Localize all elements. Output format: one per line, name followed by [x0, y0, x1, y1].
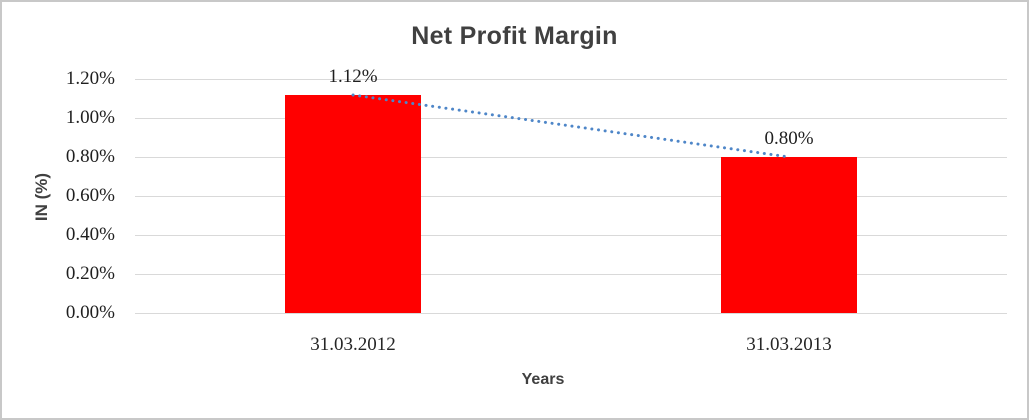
trendline	[351, 93, 791, 159]
plot-area: 1.12% 31.03.2012 0.80% 31.03.2013	[135, 66, 1007, 355]
bar-31.03.2013	[721, 157, 857, 313]
gridline	[135, 196, 1007, 197]
y-axis-tick-label: 1.20%	[65, 68, 115, 89]
y-axis-tick-label: 0.00%	[65, 302, 115, 323]
gridline	[135, 79, 1007, 80]
bar-data-label: 0.80%	[764, 128, 814, 149]
x-axis-category-label: 31.03.2013	[746, 334, 832, 355]
gridline	[135, 235, 1007, 236]
y-axis-tick-label: 0.40%	[65, 224, 115, 245]
bar-31.03.2012	[285, 95, 421, 313]
x-axis-title: Years	[521, 371, 565, 388]
chart-title: Net Profit Margin	[411, 22, 618, 50]
gridline	[135, 118, 1007, 119]
y-axis-tick-label: 0.60%	[65, 185, 115, 206]
y-axis-tick-label: 0.80%	[65, 146, 115, 167]
x-axis-category-label: 31.03.2012	[310, 334, 396, 355]
trendline-dotted-segment	[351, 93, 791, 159]
gridline	[135, 157, 1007, 158]
y-axis-tick-label: 0.20%	[65, 263, 115, 284]
gridline	[135, 274, 1007, 275]
y-axis-tick-label: 1.00%	[65, 107, 115, 128]
bar-data-label: 1.12%	[328, 66, 378, 87]
gridline	[135, 313, 1007, 314]
